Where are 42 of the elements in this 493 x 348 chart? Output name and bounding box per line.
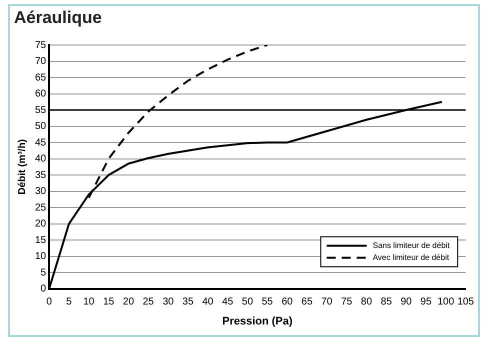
x-tick-label: 50 [242, 296, 254, 308]
x-tick-label: 70 [321, 296, 333, 308]
x-tick-label: 60 [282, 296, 294, 308]
y-tick-label: 45 [35, 137, 47, 148]
x-tick-label: 85 [380, 296, 392, 308]
x-tick-label: 30 [162, 296, 174, 308]
x-tick-label: 20 [122, 296, 134, 308]
x-tick-label: 35 [182, 296, 194, 308]
y-tick-label: 5 [40, 267, 47, 278]
x-tick-label: 15 [103, 296, 115, 308]
legend-label: Avec limiteur de débit [372, 253, 450, 262]
x-tick-label: 105 [457, 296, 474, 308]
x-tick-label: 5 [66, 296, 72, 308]
y-axis-title: Débit (m³/h) [16, 139, 28, 195]
x-tick-label: 45 [222, 296, 234, 308]
chart-title: Aéraulique [14, 8, 102, 28]
x-tick-label: 65 [301, 296, 313, 308]
y-tick-label: 70 [35, 56, 47, 68]
y-tick-label: 60 [35, 88, 47, 100]
x-tick-label: 100 [437, 296, 455, 308]
x-tick-label: 80 [360, 296, 372, 308]
x-tick-label: 10 [83, 296, 95, 308]
y-tick-label: 35 [35, 170, 47, 181]
y-tick-label: 15 [35, 234, 47, 246]
y-tick-label: 40 [35, 154, 47, 165]
y-tick-label: 25 [35, 202, 47, 214]
x-tick-label: 75 [341, 296, 353, 308]
y-tick-label: 30 [35, 186, 47, 198]
y-tick-label: 10 [35, 251, 47, 262]
y-tick-label: 20 [35, 218, 47, 230]
x-tick-label: 90 [400, 296, 412, 308]
y-tick-label: 0 [40, 284, 47, 295]
y-tick-label: 50 [35, 121, 47, 132]
y-tick-label: 65 [35, 72, 47, 84]
legend-label: Sans limiteur de débit [372, 241, 450, 250]
x-tick-label: 40 [202, 296, 214, 308]
x-axis-title: Pression (Pa) [222, 315, 293, 328]
x-tick-label: 55 [262, 296, 274, 308]
x-tick-label: 95 [420, 296, 432, 308]
y-tick-label: 75 [35, 40, 47, 51]
y-tick-label: 55 [35, 104, 47, 116]
x-tick-label: 25 [142, 296, 154, 308]
